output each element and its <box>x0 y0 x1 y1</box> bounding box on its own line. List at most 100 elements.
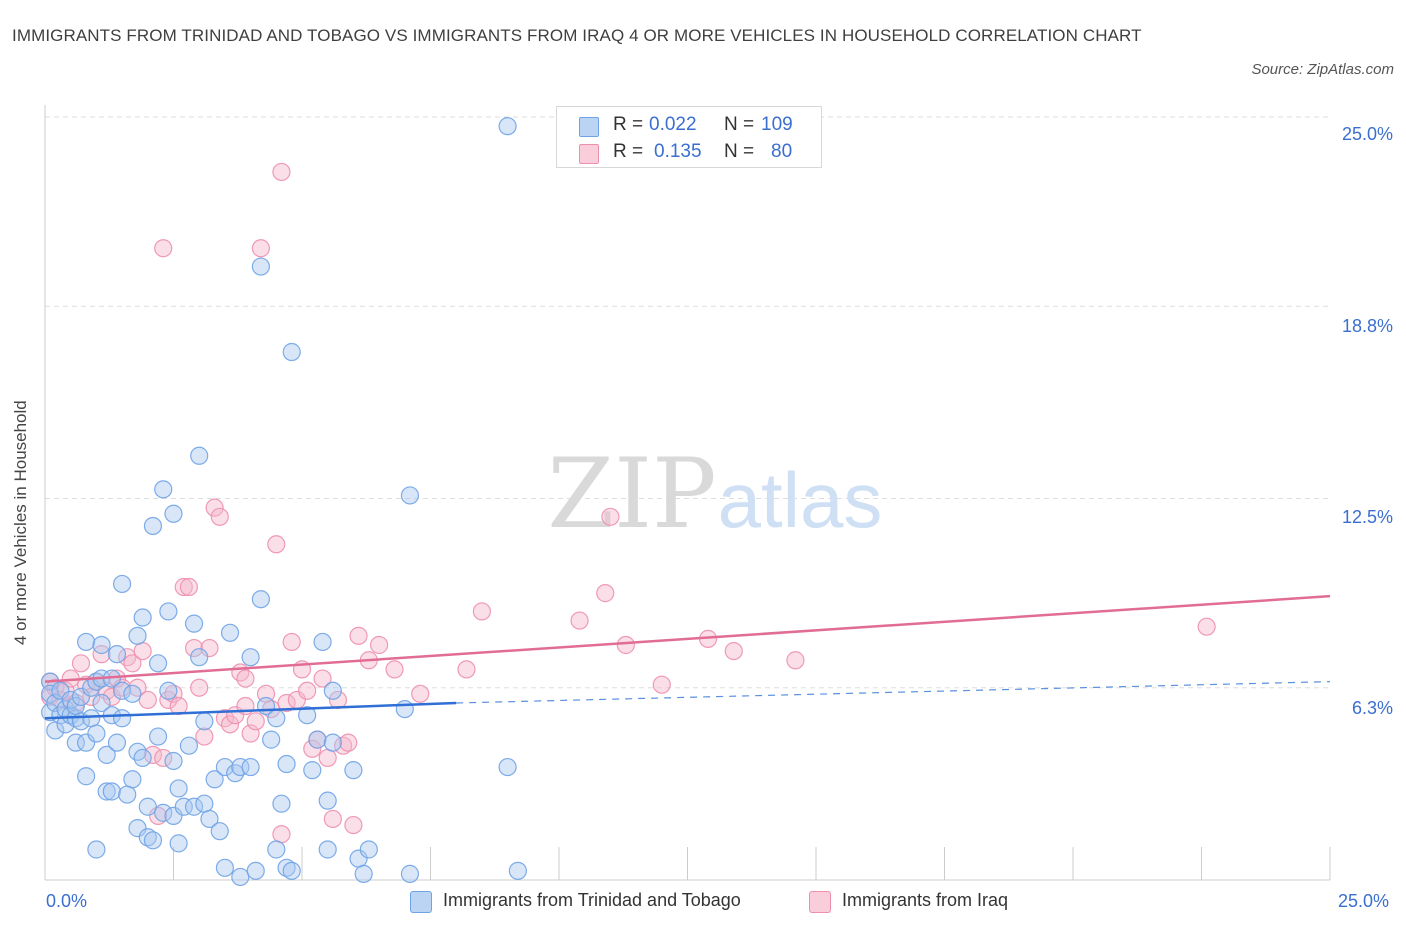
x-tick-label: 25.0% <box>1338 891 1390 911</box>
data-point <box>344 815 363 835</box>
data-point <box>154 480 173 499</box>
data-point <box>118 785 137 804</box>
data-point <box>107 645 127 664</box>
data-point <box>138 828 157 847</box>
data-point <box>87 840 106 859</box>
legend-swatch-iraq <box>809 891 831 913</box>
data-point <box>652 675 671 694</box>
data-point <box>508 861 527 880</box>
data-point <box>205 498 224 517</box>
data-point <box>56 715 75 734</box>
data-point <box>370 635 389 655</box>
data-point <box>251 257 270 276</box>
data-point <box>51 690 70 710</box>
stats-swatch-iraq <box>579 144 599 164</box>
data-point <box>220 623 240 642</box>
data-point <box>92 693 111 713</box>
data-point <box>205 770 224 789</box>
data-point <box>282 861 301 880</box>
watermark-atlas: atlas <box>718 456 883 544</box>
data-point <box>174 577 193 597</box>
data-point <box>148 806 168 826</box>
source-label: Source: ZipAtlas.com <box>1251 61 1394 78</box>
data-point <box>272 825 291 844</box>
data-point <box>195 794 214 813</box>
data-point <box>184 797 204 816</box>
data-point <box>164 504 183 523</box>
stats-box: R = 0.022 N = 109 R = 0.135 N = 80 <box>556 106 822 168</box>
data-point <box>143 745 163 764</box>
data-point <box>112 574 132 594</box>
data-point <box>61 706 80 725</box>
data-point <box>318 791 337 810</box>
data-point <box>349 626 368 645</box>
data-point <box>241 648 260 667</box>
data-point <box>339 733 358 752</box>
data-point <box>323 681 342 700</box>
stats-r-label: R = <box>613 141 644 162</box>
data-point <box>138 797 157 816</box>
data-point <box>164 806 183 826</box>
data-point <box>82 709 101 728</box>
data-point <box>303 761 322 780</box>
data-point <box>174 797 193 816</box>
data-point <box>97 745 116 764</box>
data-point <box>154 803 173 822</box>
data-point <box>123 684 142 703</box>
data-point <box>133 608 152 627</box>
data-point <box>190 678 209 697</box>
data-point <box>282 632 301 652</box>
legend-label-trinidad: Immigrants from Trinidad and Tobago <box>443 890 741 910</box>
data-point <box>282 342 301 362</box>
data-point <box>231 867 250 887</box>
data-point <box>246 712 265 731</box>
data-point <box>128 819 147 838</box>
y-tick-label: 18.8% <box>1341 316 1393 336</box>
data-point <box>215 858 234 877</box>
data-point <box>472 602 491 621</box>
data-point <box>169 696 188 716</box>
data-point <box>786 651 805 670</box>
data-point <box>77 632 96 652</box>
data-point <box>400 486 420 505</box>
data-point <box>231 757 250 777</box>
data-point <box>41 684 60 703</box>
data-point <box>318 748 337 768</box>
data-point <box>318 840 337 859</box>
legend: Immigrants from Trinidad and Tobago Immi… <box>0 888 1406 918</box>
data-point <box>236 669 255 688</box>
stats-swatch-trinidad <box>579 117 599 137</box>
data-point <box>154 748 173 768</box>
data-point <box>179 577 199 597</box>
data-point <box>400 864 420 883</box>
data-point <box>267 840 286 859</box>
data-point <box>77 733 96 752</box>
data-point <box>395 699 414 719</box>
chart-title: IMMIGRANTS FROM TRINIDAD AND TOBAGO VS I… <box>12 26 1142 45</box>
trend-line-trinidad-extension <box>456 681 1331 704</box>
data-point <box>71 687 91 706</box>
y-tick-label: 12.5% <box>1341 507 1393 527</box>
y-tick-label: 6.3% <box>1351 698 1393 718</box>
data-point <box>41 703 60 722</box>
data-point <box>112 681 132 700</box>
data-point <box>97 782 116 801</box>
data-point <box>123 770 142 789</box>
data-point <box>123 654 142 673</box>
data-point <box>200 809 219 829</box>
data-point <box>133 641 152 661</box>
trend-line-iraq <box>44 594 1331 683</box>
y-tick-label: 25.0% <box>1341 124 1393 144</box>
data-point <box>148 654 168 673</box>
data-point <box>1197 617 1216 636</box>
data-point <box>92 635 111 655</box>
data-point <box>601 507 620 526</box>
data-point <box>102 782 121 801</box>
data-point <box>190 446 209 465</box>
data-point <box>195 712 214 731</box>
stats-n-value: 109 <box>761 114 793 135</box>
data-point <box>128 626 147 645</box>
data-point <box>277 754 296 774</box>
data-point <box>87 724 106 743</box>
